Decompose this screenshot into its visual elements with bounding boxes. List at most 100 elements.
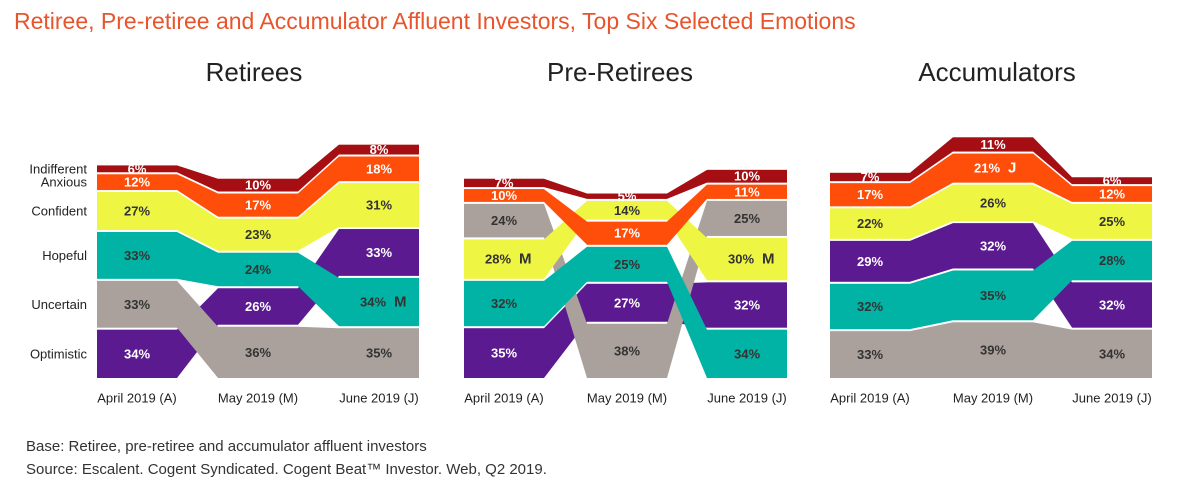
ribbon-retirees-confident-1: [298, 183, 339, 251]
tick-label-retirees-2: June 2019 (J): [339, 391, 419, 406]
bar-accumulators-hopeful-0: [830, 283, 910, 330]
bar-pre-retirees-anxious-0: [464, 189, 544, 202]
ribbon-accumulators-hopeful-1: [1033, 240, 1072, 321]
value-label-pre-retirees-confident-0: 28%: [485, 252, 511, 267]
value-label-accumulators-hopeful-1: 35%: [980, 288, 1006, 303]
ribbon-pre-retirees-indifferent-1: [667, 169, 707, 199]
tick-label-pre-retirees-1: May 2019 (M): [587, 391, 667, 406]
bar-pre-retirees-uncertain-0: [464, 203, 544, 238]
value-label-pre-retirees-optimistic-0: 35%: [491, 346, 517, 361]
footnote-base: Base: Retiree, pre-retiree and accumulat…: [26, 438, 427, 455]
row-label-indifferent: Indifferent: [29, 161, 87, 176]
value-label-accumulators-indifferent-0: 7%: [861, 169, 880, 184]
ribbon-pre-retirees-hopeful-0: [544, 246, 587, 327]
value-label-retirees-anxious-2: 18%: [366, 161, 392, 176]
value-label-accumulators-anxious-0: 17%: [857, 187, 883, 202]
annotation-pre-retirees-confident-0: M: [519, 251, 532, 268]
value-label-pre-retirees-confident-2: 30%: [728, 252, 754, 267]
value-label-retirees-indifferent-0: 6%: [128, 161, 147, 176]
bar-pre-retirees-indifferent-0: [464, 178, 544, 188]
chart-title: Retiree, Pre-retiree and Accumulator Aff…: [14, 8, 856, 34]
ribbon-accumulators-hopeful-0: [910, 270, 953, 330]
value-label-retirees-uncertain-2: 35%: [366, 346, 392, 361]
bar-pre-retirees-uncertain-1: [587, 323, 667, 378]
bar-pre-retirees-hopeful-2: [707, 329, 787, 378]
value-label-accumulators-optimistic-1: 32%: [980, 238, 1006, 253]
bar-retirees-optimistic-0: [97, 329, 177, 378]
row-label-confident: Confident: [31, 204, 87, 219]
bar-accumulators-anxious-0: [830, 183, 910, 207]
bar-layer-retirees: 34% 26% 33% 33% 36% 35% 33% 24% 34% M 27% 23% 31% 12%…: [97, 142, 419, 378]
ribbon-accumulators-uncertain-0: [910, 322, 953, 378]
ribbon-pre-retirees-indifferent-0: [544, 178, 587, 199]
value-label-accumulators-uncertain-2: 34%: [1099, 346, 1125, 361]
bar-retirees-indifferent-2: [339, 144, 419, 155]
bar-retirees-anxious-0: [97, 174, 177, 191]
value-label-accumulators-indifferent-2: 6%: [1103, 173, 1122, 188]
value-label-retirees-anxious-0: 12%: [124, 175, 150, 190]
ribbon-layer-retirees: [177, 144, 339, 378]
value-label-retirees-confident-1: 23%: [245, 227, 271, 242]
ribbon-pre-retirees-anxious-0: [544, 189, 587, 245]
value-label-retirees-indifferent-2: 8%: [370, 142, 389, 157]
value-label-retirees-indifferent-1: 10%: [245, 178, 271, 193]
value-label-pre-retirees-indifferent-0: 7%: [495, 175, 514, 190]
value-label-pre-retirees-confident-1: 14%: [614, 203, 640, 218]
value-label-pre-retirees-optimistic-1: 27%: [614, 295, 640, 310]
ribbon-accumulators-indifferent-1: [1033, 137, 1072, 185]
value-label-accumulators-uncertain-0: 33%: [857, 347, 883, 362]
bar-accumulators-uncertain-0: [830, 331, 910, 378]
annotation-retirees-hopeful-2: M: [394, 294, 407, 311]
bar-pre-retirees-confident-1: [587, 200, 667, 220]
value-label-pre-retirees-anxious-2: 11%: [734, 184, 760, 199]
bar-pre-retirees-hopeful-1: [587, 246, 667, 282]
value-label-pre-retirees-anxious-0: 10%: [491, 188, 517, 203]
value-label-retirees-uncertain-0: 33%: [124, 297, 150, 312]
bar-accumulators-confident-1: [953, 184, 1033, 222]
row-label-anxious: Anxious: [41, 175, 88, 190]
value-label-pre-retirees-hopeful-2: 34%: [734, 346, 760, 361]
tick-label-accumulators-2: June 2019 (J): [1072, 391, 1152, 406]
value-label-accumulators-confident-1: 26%: [980, 195, 1006, 210]
bar-retirees-indifferent-0: [97, 165, 177, 173]
value-label-accumulators-hopeful-0: 32%: [857, 299, 883, 314]
ribbon-retirees-uncertain-0: [177, 280, 218, 378]
value-label-accumulators-anxious-1: 21%: [974, 161, 1000, 176]
bar-pre-retirees-uncertain-2: [707, 200, 787, 236]
bar-pre-retirees-confident-2: [707, 237, 787, 281]
ribbon-layer-accumulators: [910, 137, 1072, 378]
ribbon-retirees-anxious-0: [177, 174, 218, 217]
bar-accumulators-optimistic-1: [953, 223, 1033, 269]
value-label-pre-retirees-hopeful-1: 25%: [614, 257, 640, 272]
bar-accumulators-confident-0: [830, 208, 910, 239]
bar-pre-retirees-indifferent-2: [707, 169, 787, 183]
ribbon-accumulators-indifferent-0: [910, 137, 953, 182]
bar-retirees-confident-1: [218, 218, 298, 251]
panel-title-pre-retirees: Pre-Retirees: [547, 57, 693, 87]
bar-accumulators-confident-2: [1072, 203, 1152, 239]
value-label-retirees-hopeful-0: 33%: [124, 248, 150, 263]
value-label-pre-retirees-optimistic-2: 32%: [734, 298, 760, 313]
ribbon-accumulators-optimistic-0: [910, 223, 953, 282]
bar-retirees-uncertain-1: [218, 326, 298, 378]
ribbon-retirees-hopeful-1: [298, 252, 339, 327]
ribbon-retirees-anxious-1: [298, 156, 339, 217]
bar-pre-retirees-confident-0: [464, 239, 544, 279]
bar-retirees-anxious-2: [339, 156, 419, 182]
value-label-retirees-optimistic-2: 33%: [366, 245, 392, 260]
bar-retirees-confident-0: [97, 192, 177, 230]
value-label-retirees-confident-2: 31%: [366, 198, 392, 213]
value-label-accumulators-confident-0: 22%: [857, 216, 883, 231]
bar-accumulators-anxious-1: [953, 153, 1033, 183]
value-label-accumulators-indifferent-1: 11%: [980, 137, 1006, 152]
bar-pre-retirees-optimistic-1: [587, 283, 667, 322]
ribbon-accumulators-anxious-1: [1033, 153, 1072, 202]
bar-retirees-anxious-1: [218, 193, 298, 217]
value-label-accumulators-uncertain-1: 39%: [980, 343, 1006, 358]
ribbon-layer-pre-retirees: [544, 169, 707, 378]
row-label-optimistic: Optimistic: [30, 346, 88, 361]
value-label-retirees-hopeful-2: 34%: [360, 295, 386, 310]
bar-pre-retirees-optimistic-0: [464, 328, 544, 378]
value-label-accumulators-optimistic-0: 29%: [857, 254, 883, 269]
bar-accumulators-optimistic-0: [830, 240, 910, 282]
